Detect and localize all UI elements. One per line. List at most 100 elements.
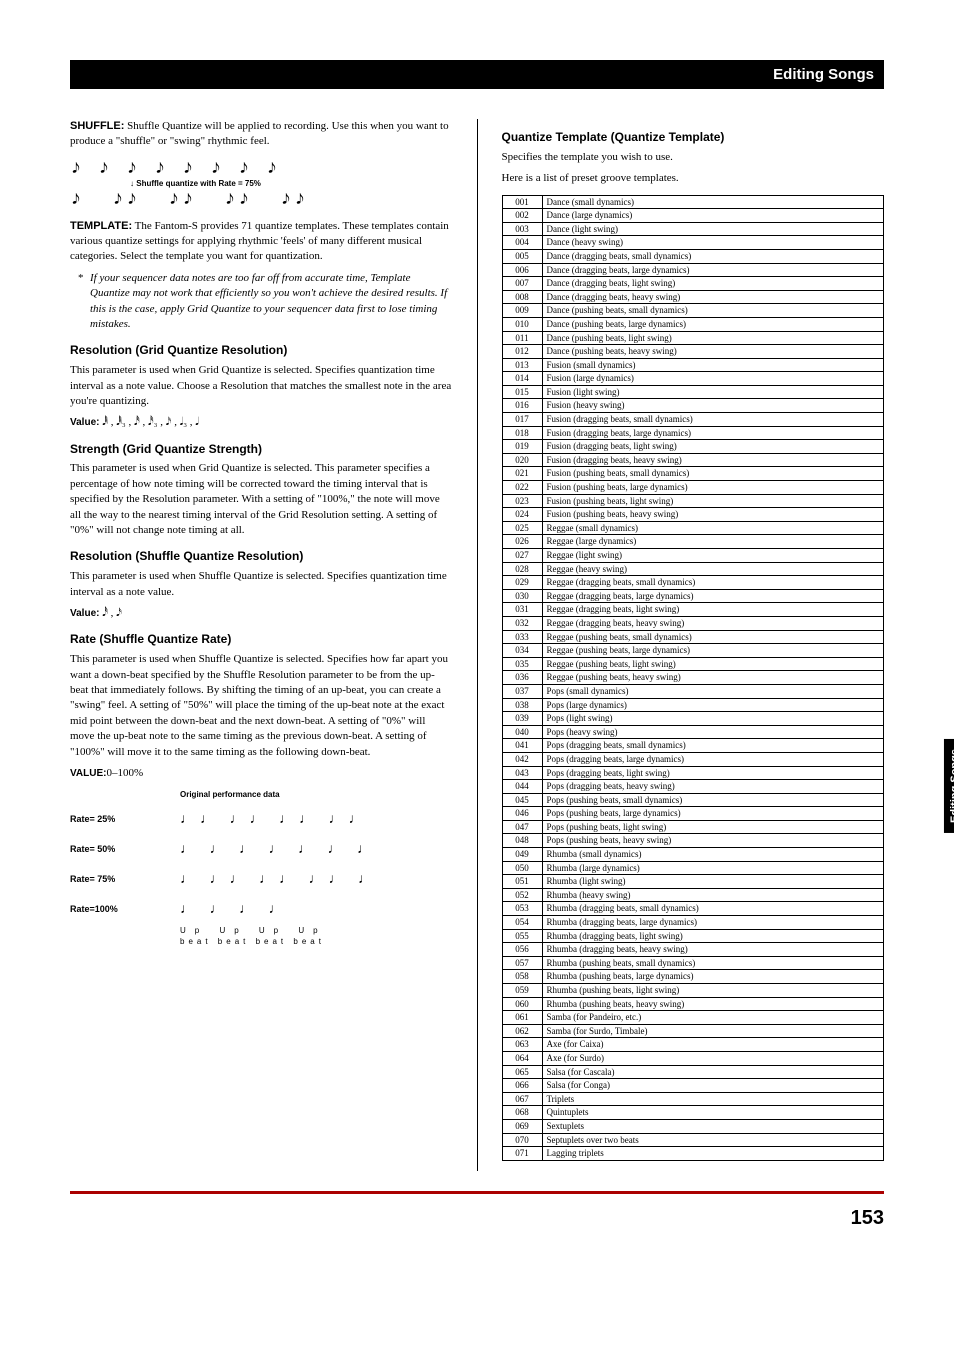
shuffle-paragraph: SHUFFLE: Shuffle Quantize will be applie… xyxy=(70,119,453,150)
preset-number: 041 xyxy=(502,739,542,753)
preset-number: 015 xyxy=(502,385,542,399)
table-row: 029Reggae (dragging beats, small dynamic… xyxy=(502,576,884,590)
preset-number: 056 xyxy=(502,943,542,957)
preset-number: 064 xyxy=(502,1051,542,1065)
preset-name: Pops (small dynamics) xyxy=(542,684,884,698)
preset-name: Fusion (light swing) xyxy=(542,385,884,399)
preset-name: Triplets xyxy=(542,1092,884,1106)
preset-name: Reggae (dragging beats, light swing) xyxy=(542,603,884,617)
resolution-grid-body: This parameter is used when Grid Quantiz… xyxy=(70,363,453,409)
preset-number: 005 xyxy=(502,249,542,263)
rate-fig-row: Rate= 25%♩♩ ♩♩ ♩♩ ♩♩ xyxy=(70,805,453,835)
preset-name: Sextuplets xyxy=(542,1119,884,1133)
preset-name: Dance (heavy swing) xyxy=(542,236,884,250)
preset-name: Pops (pushing beats, light swing) xyxy=(542,820,884,834)
preset-name: Reggae (pushing beats, small dynamics) xyxy=(542,630,884,644)
table-row: 059Rhumba (pushing beats, light swing) xyxy=(502,984,884,998)
preset-name: Fusion (large dynamics) xyxy=(542,372,884,386)
preset-name: Axe (for Caixa) xyxy=(542,1038,884,1052)
preset-number: 042 xyxy=(502,752,542,766)
preset-number: 063 xyxy=(502,1038,542,1052)
preset-number: 055 xyxy=(502,929,542,943)
template-note-list: If your sequencer data notes are too far… xyxy=(70,271,453,333)
table-row: 012Dance (pushing beats, heavy swing) xyxy=(502,345,884,359)
preset-number: 051 xyxy=(502,875,542,889)
preset-name: Pops (dragging beats, light swing) xyxy=(542,766,884,780)
rate-fig-row-label: Rate= 50% xyxy=(70,843,180,856)
table-row: 069Sextuplets xyxy=(502,1119,884,1133)
page-number: 153 xyxy=(70,1204,884,1232)
preset-name: Lagging triplets xyxy=(542,1147,884,1161)
resolution-shuffle-heading: Resolution (Shuffle Quantize Resolution) xyxy=(70,548,453,565)
rate-heading: Rate (Shuffle Quantize Rate) xyxy=(70,631,453,648)
preset-name: Fusion (dragging beats, heavy swing) xyxy=(542,453,884,467)
table-row: 049Rhumba (small dynamics) xyxy=(502,848,884,862)
beat-sub-labels: beat beat beat beat xyxy=(180,936,453,947)
preset-number: 037 xyxy=(502,684,542,698)
shuffle-fig-caption: Shuffle quantize with Rate = 75% xyxy=(136,179,261,188)
page-title: Editing Songs xyxy=(773,66,874,83)
table-row: 062Samba (for Surdo, Timbale) xyxy=(502,1024,884,1038)
table-row: 021Fusion (pushing beats, small dynamics… xyxy=(502,467,884,481)
preset-number: 006 xyxy=(502,263,542,277)
table-row: 054Rhumba (dragging beats, large dynamic… xyxy=(502,916,884,930)
rate-fig-row-label: Rate= 25% xyxy=(70,813,180,826)
preset-name: Rhumba (heavy swing) xyxy=(542,888,884,902)
preset-name: Reggae (pushing beats, heavy swing) xyxy=(542,671,884,685)
table-row: 026Reggae (large dynamics) xyxy=(502,535,884,549)
table-row: 032Reggae (dragging beats, heavy swing) xyxy=(502,616,884,630)
preset-number: 032 xyxy=(502,616,542,630)
preset-name: Reggae (dragging beats, large dynamics) xyxy=(542,589,884,603)
table-row: 003Dance (light swing) xyxy=(502,222,884,236)
table-row: 011Dance (pushing beats, light swing) xyxy=(502,331,884,345)
preset-name: Fusion (pushing beats, heavy swing) xyxy=(542,508,884,522)
preset-name: Dance (dragging beats, light swing) xyxy=(542,277,884,291)
preset-name: Reggae (pushing beats, large dynamics) xyxy=(542,644,884,658)
rate-value-text: 0–100% xyxy=(106,767,143,779)
table-row: 044Pops (dragging beats, heavy swing) xyxy=(502,780,884,794)
preset-number: 007 xyxy=(502,277,542,291)
preset-number: 030 xyxy=(502,589,542,603)
preset-number: 048 xyxy=(502,834,542,848)
table-row: 060Rhumba (pushing beats, heavy swing) xyxy=(502,997,884,1011)
preset-number: 043 xyxy=(502,766,542,780)
preset-number: 052 xyxy=(502,888,542,902)
preset-number: 049 xyxy=(502,848,542,862)
table-row: 018Fusion (dragging beats, large dynamic… xyxy=(502,426,884,440)
shuffle-run-in: SHUFFLE: xyxy=(70,120,124,132)
shuffle-figure: ♪ ♪ ♪ ♪ ♪ ♪ ♪ ♪ ↓ Shuffle quantize with … xyxy=(70,158,453,211)
table-row: 038Pops (large dynamics) xyxy=(502,698,884,712)
resolution-shuffle-value-text: 𝅘𝅥𝅰 , 𝅘𝅥𝅯 xyxy=(99,607,121,619)
preset-name: Pops (pushing beats, small dynamics) xyxy=(542,793,884,807)
table-row: 014Fusion (large dynamics) xyxy=(502,372,884,386)
preset-name: Salsa (for Conga) xyxy=(542,1079,884,1093)
shuffle-text: Shuffle Quantize will be applied to reco… xyxy=(70,120,449,147)
rate-body: This parameter is used when Shuffle Quan… xyxy=(70,652,453,760)
rate-fig-row-label: Rate=100% xyxy=(70,903,180,916)
preset-name: Dance (pushing beats, large dynamics) xyxy=(542,317,884,331)
preset-name: Salsa (for Cascala) xyxy=(542,1065,884,1079)
table-row: 041Pops (dragging beats, small dynamics) xyxy=(502,739,884,753)
rate-figure: Original performance data Rate= 25%♩♩ ♩♩… xyxy=(70,789,453,947)
preset-number: 003 xyxy=(502,222,542,236)
preset-name: Reggae (dragging beats, small dynamics) xyxy=(542,576,884,590)
preset-number: 031 xyxy=(502,603,542,617)
preset-name: Pops (pushing beats, heavy swing) xyxy=(542,834,884,848)
header-band: Editing Songs xyxy=(70,60,884,89)
preset-number: 027 xyxy=(502,549,542,563)
table-row: 064Axe (for Surdo) xyxy=(502,1051,884,1065)
table-row: 039Pops (light swing) xyxy=(502,712,884,726)
rate-fig-row-label: Rate= 75% xyxy=(70,873,180,886)
table-row: 048Pops (pushing beats, heavy swing) xyxy=(502,834,884,848)
preset-number: 061 xyxy=(502,1011,542,1025)
resolution-shuffle-body: This parameter is used when Shuffle Quan… xyxy=(70,569,453,600)
table-row: 065Salsa (for Cascala) xyxy=(502,1065,884,1079)
preset-number: 011 xyxy=(502,331,542,345)
preset-name: Rhumba (dragging beats, small dynamics) xyxy=(542,902,884,916)
table-row: 066Salsa (for Conga) xyxy=(502,1079,884,1093)
preset-number: 029 xyxy=(502,576,542,590)
resolution-grid-value-text: 𝅘𝅥𝅱 , 𝅘𝅥𝅱₃ , 𝅘𝅥𝅰 , 𝅘𝅥𝅰₃ , 𝅘𝅥𝅯 , 𝅘𝅥₃ , 𝅘𝅥 xyxy=(99,416,198,428)
value-label: Value: xyxy=(70,417,99,428)
table-row: 035Reggae (pushing beats, light swing) xyxy=(502,657,884,671)
preset-number: 062 xyxy=(502,1024,542,1038)
